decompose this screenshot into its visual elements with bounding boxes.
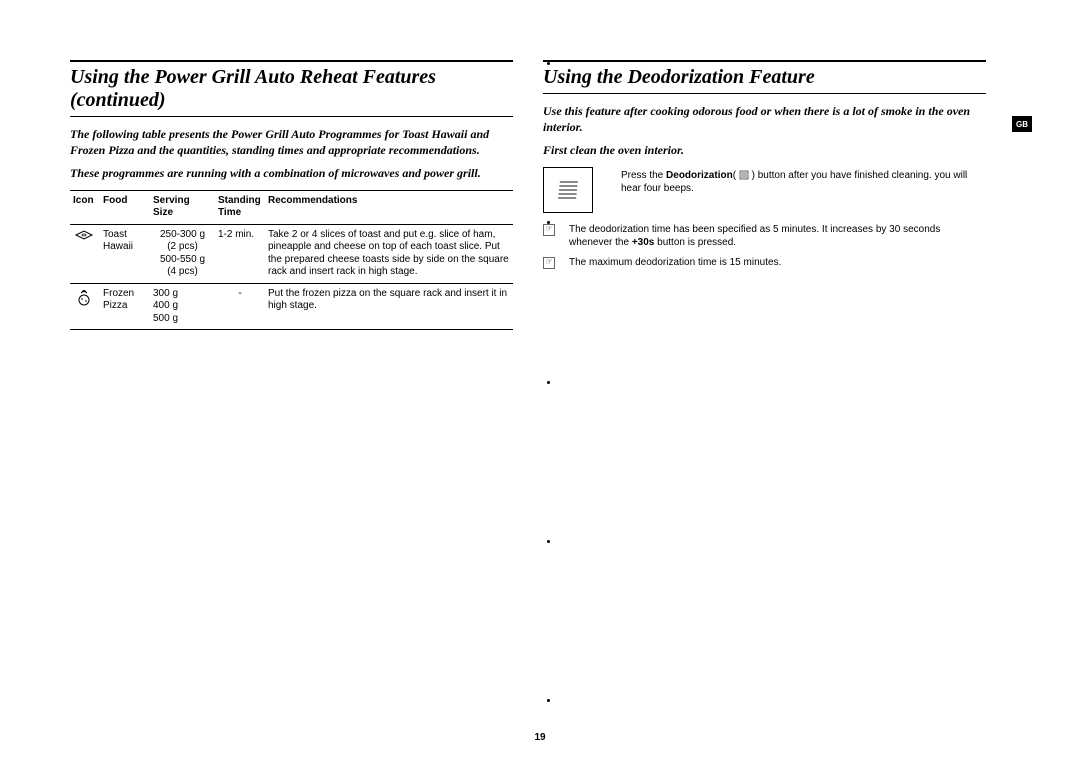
programme-table: Icon Food Serving Size Standing Time Rec…	[70, 190, 513, 331]
cell-food: Toast Hawaii	[100, 224, 150, 283]
manual-page: Using the Power Grill Auto Reheat Featur…	[0, 0, 1080, 360]
table-row: Toast Hawaii 250-300 g (2 pcs) 500-550 g…	[70, 224, 513, 283]
note-icon: ☞	[543, 224, 555, 236]
pizza-icon	[73, 288, 95, 311]
th-food: Food	[100, 190, 150, 224]
heading-rule	[70, 60, 513, 62]
left-intro-2: These programmes are running with a comb…	[70, 166, 513, 182]
table-row: Frozen Pizza 300 g 400 g 500 g - Put the…	[70, 283, 513, 330]
cell-rec: Put the frozen pizza on the square rack …	[265, 283, 513, 330]
cell-food: Frozen Pizza	[100, 283, 150, 330]
left-section-title: Using the Power Grill Auto Reheat Featur…	[70, 66, 513, 117]
note-text: The deodorization time has been specifie…	[569, 223, 986, 250]
deodorization-step: Press the Deodorization( ) button after …	[543, 167, 986, 213]
note-text: The maximum deodorization time is 15 min…	[569, 256, 781, 270]
table-header-row: Icon Food Serving Size Standing Time Rec…	[70, 190, 513, 224]
cell-size: 300 g 400 g 500 g	[150, 283, 215, 330]
language-badge: GB	[1012, 116, 1032, 132]
right-section-title: Using the Deodorization Feature	[543, 66, 986, 94]
note-row: ☞ The maximum deodorization time is 15 m…	[543, 256, 986, 270]
right-intro-2: First clean the oven interior.	[543, 143, 986, 159]
step-text: Press the Deodorization( ) button after …	[621, 167, 986, 213]
toast-icon	[73, 229, 95, 246]
th-standing: Standing Time	[215, 190, 265, 224]
note-icon: ☞	[543, 257, 555, 269]
th-rec: Recommendations	[265, 190, 513, 224]
b1-bold: +30s	[632, 237, 655, 248]
left-intro-1: The following table presents the Power G…	[70, 127, 513, 158]
cell-standing: -	[215, 283, 265, 330]
page-number: 19	[0, 732, 1080, 743]
th-icon: Icon	[70, 190, 100, 224]
b1-pre: The deodorization time has been specifie…	[569, 224, 940, 249]
note-row: ☞ The deodorization time has been specif…	[543, 223, 986, 250]
step-bold: Deodorization	[666, 170, 733, 181]
step-prefix: Press the	[621, 170, 666, 181]
th-size: Serving Size	[150, 190, 215, 224]
deodorization-inline-icon	[739, 170, 749, 180]
cell-icon	[70, 283, 100, 330]
heading-rule	[543, 60, 986, 62]
cell-standing: 1-2 min.	[215, 224, 265, 283]
b1-post: button is pressed.	[654, 237, 736, 248]
cell-size: 250-300 g (2 pcs) 500-550 g (4 pcs)	[150, 224, 215, 283]
right-intro-1: Use this feature after cooking odorous f…	[543, 104, 986, 135]
cell-rec: Take 2 or 4 slices of toast and put e.g.…	[265, 224, 513, 283]
column-divider	[548, 62, 549, 702]
cell-icon	[70, 224, 100, 283]
left-column: Using the Power Grill Auto Reheat Featur…	[70, 60, 513, 330]
deodorization-button-icon-box	[543, 167, 593, 213]
right-column: Using the Deodorization Feature Use this…	[543, 60, 1010, 330]
deodorization-icon	[558, 181, 578, 199]
